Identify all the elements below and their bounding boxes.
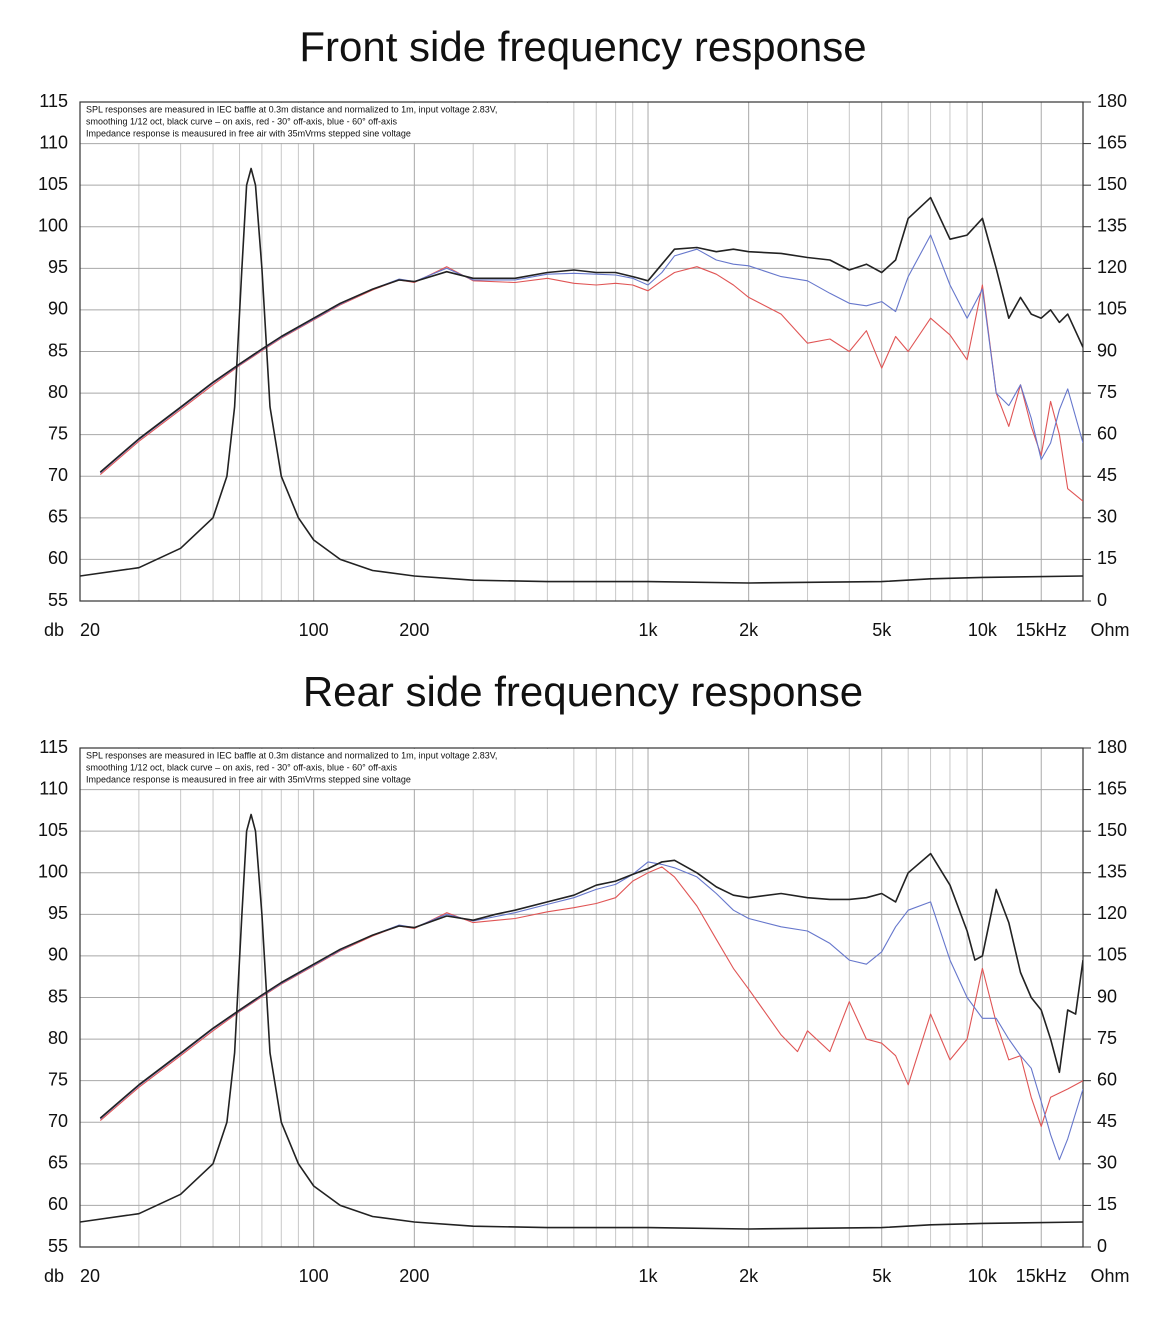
annotation: smoothing 1/12 oct, black curve – on axi…	[86, 116, 398, 126]
x-tick-label: 200	[399, 1266, 429, 1286]
y2-tick-label: 60	[1097, 423, 1117, 443]
x-tick-label: 20	[80, 620, 100, 640]
y2-tick-label: 90	[1097, 340, 1117, 360]
y-tick-label: 100	[38, 862, 68, 882]
y2-tick-label: 165	[1097, 132, 1127, 152]
y2-tick-label: 150	[1097, 174, 1127, 194]
x-tick-label: 20	[80, 1266, 100, 1286]
series-line	[99, 866, 1083, 1127]
x-tick-label: 10k	[968, 1266, 998, 1286]
y-tick-label: 55	[48, 1236, 68, 1256]
y2-tick-label: 75	[1097, 1028, 1117, 1048]
x-tick-label: 2k	[739, 620, 759, 640]
x-tick-label: 100	[299, 620, 329, 640]
y2-tick-label: 135	[1097, 216, 1127, 236]
y-tick-label: 65	[48, 1153, 68, 1173]
y2-tick-label: 180	[1097, 91, 1127, 111]
y-tick-label: 95	[48, 903, 68, 923]
y2-tick-label: 15	[1097, 548, 1117, 568]
series-line	[99, 852, 1083, 1119]
y-tick-label: 95	[48, 257, 68, 277]
x-tick-label: 100	[299, 1266, 329, 1286]
x-tick-label: 2k	[739, 1266, 759, 1286]
y2-tick-label: 165	[1097, 778, 1127, 798]
annotation-box	[82, 749, 550, 789]
annotation: SPL responses are measured in IEC baffle…	[86, 750, 497, 760]
x-tick-label: 1k	[639, 620, 659, 640]
y2-tick-label: 0	[1097, 1236, 1107, 1256]
y-tick-label: 70	[48, 465, 68, 485]
y2-tick-label: 30	[1097, 507, 1117, 527]
x-tick-label: 200	[399, 620, 429, 640]
series-line	[80, 813, 1083, 1230]
y2-tick-label: 90	[1097, 986, 1117, 1006]
y-tick-label: 110	[39, 132, 68, 152]
chart: Front side frequency response 20 100 200 1k 2…	[38, 23, 1130, 640]
y-tick-label: 85	[48, 340, 68, 360]
annotation: SPL responses are measured in IEC baffle…	[86, 104, 497, 114]
y2-tick-label: 120	[1097, 257, 1127, 277]
annotation: Impedance response is meausured in free …	[86, 128, 411, 138]
y-tick-label: 100	[38, 216, 68, 236]
x-tick-label: 5k	[872, 620, 892, 640]
y-tick-label: 115	[39, 91, 68, 111]
chart: Rear side frequency response 20 100 200 1k 2k…	[38, 668, 1130, 1286]
y2-tick-label: 135	[1097, 862, 1127, 882]
y2-tick-label: 60	[1097, 1069, 1117, 1089]
y-tick-label: 75	[48, 423, 68, 443]
y2-tick-label: 0	[1097, 590, 1107, 610]
y-unit-label: db	[44, 1266, 64, 1286]
y-tick-label: 60	[48, 548, 68, 568]
y2-tick-label: 15	[1097, 1194, 1117, 1214]
y-tick-label: 65	[48, 507, 68, 527]
y2-tick-label: 30	[1097, 1153, 1117, 1173]
y-tick-label: 75	[48, 1069, 68, 1089]
y-tick-label: 110	[39, 778, 68, 798]
y2-tick-label: 120	[1097, 903, 1127, 923]
y2-tick-label: 75	[1097, 382, 1117, 402]
y-tick-label: 55	[48, 590, 68, 610]
y-tick-label: 80	[48, 1028, 68, 1048]
y-tick-label: 80	[48, 382, 68, 402]
y-tick-label: 105	[38, 174, 68, 194]
y2-tick-label: 180	[1097, 737, 1127, 757]
y-tick-label: 60	[48, 1194, 68, 1214]
y2-tick-label: 45	[1097, 1111, 1117, 1131]
annotation: Impedance response is meausured in free …	[86, 774, 411, 784]
y2-unit-label: Ohm	[1090, 1266, 1129, 1286]
x-tick-label: 10k	[968, 620, 998, 640]
y-tick-label: 90	[48, 299, 68, 319]
series-line	[99, 196, 1083, 473]
series-line	[99, 234, 1083, 474]
y-tick-label: 105	[38, 820, 68, 840]
annotation: smoothing 1/12 oct, black curve – on axi…	[86, 762, 398, 772]
x-tick-label: 15kHz	[1016, 620, 1067, 640]
y-tick-label: 90	[48, 945, 68, 965]
series-line	[80, 167, 1083, 584]
x-tick-label: 1k	[639, 1266, 659, 1286]
annotation-box	[82, 103, 550, 143]
x-tick-label: 15kHz	[1016, 1266, 1067, 1286]
y-tick-label: 85	[48, 986, 68, 1006]
plot-frame	[79, 747, 1084, 1248]
chart-title: Rear side frequency response	[303, 668, 863, 715]
y-tick-label: 115	[39, 737, 68, 757]
chart-title: Front side frequency response	[299, 23, 866, 70]
y2-unit-label: Ohm	[1090, 620, 1129, 640]
y2-tick-label: 45	[1097, 465, 1117, 485]
y-unit-label: db	[44, 620, 64, 640]
y2-tick-label: 150	[1097, 820, 1127, 840]
x-tick-label: 5k	[872, 1266, 892, 1286]
series-line	[99, 266, 1083, 502]
series-line	[99, 861, 1083, 1161]
y2-tick-label: 105	[1097, 945, 1127, 965]
y2-tick-label: 105	[1097, 299, 1127, 319]
plot-frame	[79, 101, 1084, 602]
y-tick-label: 70	[48, 1111, 68, 1131]
